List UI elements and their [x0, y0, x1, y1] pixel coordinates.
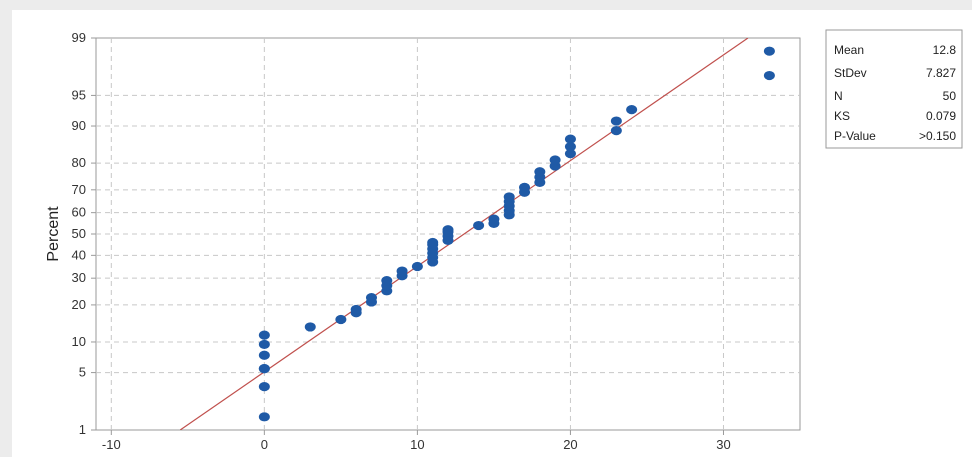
stats-value-n: 50 [943, 89, 957, 103]
stats-value-ks: 0.079 [926, 109, 956, 123]
y-gridlines [91, 37, 800, 431]
y-tick-label: 50 [72, 226, 86, 241]
data-point [411, 261, 423, 272]
data-point [763, 46, 775, 56]
data-point [626, 105, 638, 115]
data-point [564, 134, 576, 144]
stats-value-stdev: 7.827 [926, 66, 956, 80]
data-point [488, 214, 500, 224]
y-tick-label: 80 [72, 155, 86, 170]
x-tick-label: 20 [563, 437, 577, 452]
stats-label-ks: KS [834, 109, 850, 123]
data-point [442, 225, 454, 235]
data-point [503, 192, 515, 202]
y-tick-label: 20 [72, 297, 86, 312]
stats-value-mean: 12.8 [933, 43, 957, 57]
y-tick-label: 10 [72, 334, 86, 349]
data-point [534, 167, 546, 177]
y-tick-label: 99 [72, 30, 86, 45]
data-point [549, 155, 561, 165]
data-point [258, 412, 270, 422]
fit-line-group [179, 38, 749, 430]
stats-label-pvalue: P-Value [834, 129, 876, 143]
data-point [258, 339, 270, 350]
stats-label-mean: Mean [834, 43, 864, 57]
y-tick-label: 5 [79, 365, 86, 380]
data-point [610, 116, 622, 126]
data-point [304, 322, 316, 332]
data-point [564, 149, 576, 159]
data-points [258, 46, 775, 422]
data-point [258, 350, 270, 360]
x-tick-label: 0 [261, 437, 268, 452]
data-point [473, 220, 485, 231]
y-tick-label: 30 [72, 270, 86, 285]
data-point [258, 382, 270, 392]
y-tick-label: 70 [72, 182, 86, 197]
stats-value-pvalue: >0.150 [919, 129, 956, 143]
data-point [396, 266, 408, 276]
data-point [335, 314, 347, 325]
y-tick-label: 95 [72, 87, 86, 102]
data-point [610, 126, 622, 136]
x-tick-label: 10 [410, 437, 424, 452]
y-tick-label: 40 [72, 247, 86, 262]
y-tick-label: 1 [79, 422, 86, 437]
x-tick-label: -10 [102, 437, 121, 452]
x-tick-label: 30 [716, 437, 730, 452]
x-tick-labels: -10 0 10 20 30 [102, 437, 731, 452]
stats-label-stdev: StDev [834, 66, 867, 80]
y-tick-label: 60 [72, 205, 86, 220]
data-point [365, 293, 377, 303]
y-tick-labels: 1 5 10 20 30 40 50 60 70 80 90 95 99 [72, 30, 86, 437]
fit-line [179, 38, 749, 430]
data-point [350, 304, 362, 315]
data-point [564, 142, 576, 152]
data-point [763, 70, 775, 81]
data-point [427, 237, 439, 248]
data-point [258, 330, 270, 340]
stats-legend-box [825, 29, 963, 149]
data-point [519, 182, 531, 192]
data-point [381, 276, 393, 286]
stats-label-n: N [834, 89, 843, 103]
y-axis-title: Percent [45, 206, 62, 262]
y-tick-label: 90 [72, 118, 86, 133]
stats-legend: Mean 12.8 StDev 7.827 N 50 KS 0.079 P-Va… [825, 29, 963, 149]
data-point [258, 364, 270, 374]
